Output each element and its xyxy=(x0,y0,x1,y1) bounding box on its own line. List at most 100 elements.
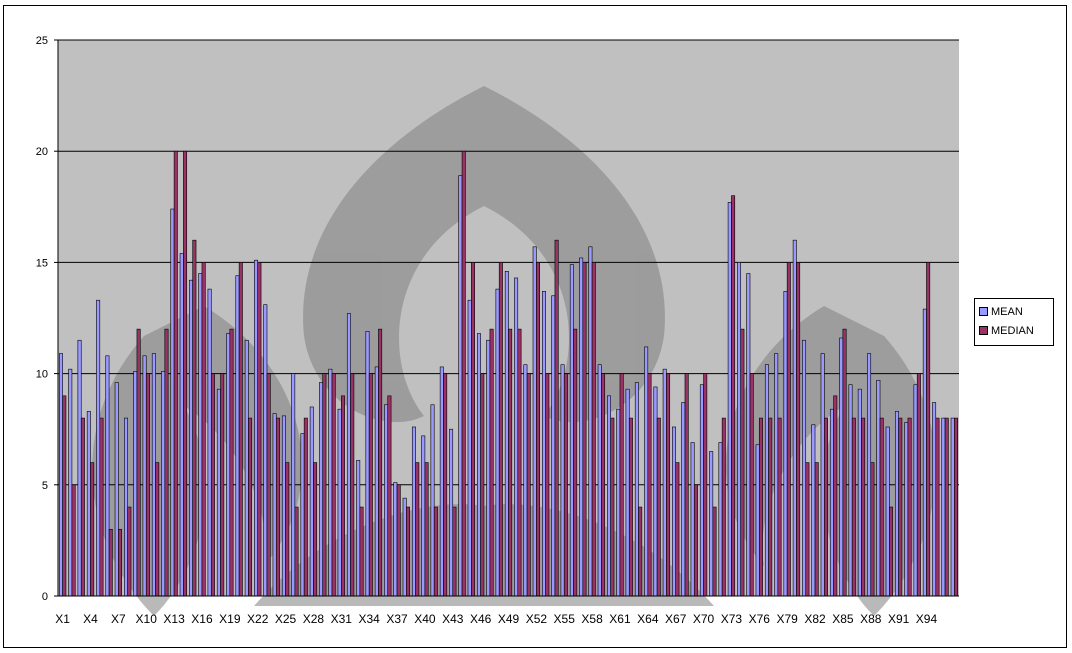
bar-mean-x77 xyxy=(764,364,769,597)
bar-mean-x53 xyxy=(542,291,546,597)
bar-median-x63 xyxy=(638,506,643,597)
bar-mean-x74 xyxy=(737,262,742,597)
bar-median-x26 xyxy=(294,506,299,597)
bar-mean-x29 xyxy=(319,382,324,597)
bar-mean-x22 xyxy=(254,259,259,597)
bar-median-x86 xyxy=(851,417,856,597)
bar-median-x93 xyxy=(916,373,921,597)
bar-mean-x68 xyxy=(681,402,686,597)
bar-mean-x20 xyxy=(235,275,240,597)
bar-median-x10 xyxy=(145,373,150,597)
x-tick-label: X16 xyxy=(191,612,213,626)
bar-mean-x34 xyxy=(365,331,370,597)
bar-mean-x62 xyxy=(625,388,630,597)
bar-mean-x60 xyxy=(607,395,611,597)
bar-median-x43 xyxy=(452,506,457,597)
x-tick-label: X4 xyxy=(83,612,98,626)
bar-median-x21 xyxy=(248,417,253,597)
bar-mean-x23 xyxy=(263,304,268,597)
bar-mean-x12 xyxy=(161,371,166,597)
bar-median-x58 xyxy=(591,262,596,597)
bar-mean-x16 xyxy=(198,273,203,597)
bar-mean-x84 xyxy=(829,408,834,597)
x-tick-label: X46 xyxy=(470,612,492,626)
bar-mean-x59 xyxy=(597,364,602,597)
bar-median-x57 xyxy=(582,262,587,597)
x-tick-label: X34 xyxy=(358,612,380,626)
bar-median-x37 xyxy=(396,484,401,597)
x-tick-label: X82 xyxy=(804,612,826,626)
bar-mean-x94 xyxy=(922,308,927,597)
legend-swatch-median xyxy=(979,326,988,335)
y-tick-label: 0 xyxy=(42,591,48,603)
chart-legend: MEAN MEDIAN xyxy=(974,298,1054,346)
bar-mean-x26 xyxy=(291,373,296,597)
x-tick-label: X43 xyxy=(442,612,464,626)
bar-median-x34 xyxy=(368,373,373,597)
bar-mean-x46 xyxy=(476,333,481,597)
bar-median-x69 xyxy=(693,484,698,597)
bar-mean-x55 xyxy=(560,364,565,597)
x-tick-label: X70 xyxy=(693,612,715,626)
bar-median-x56 xyxy=(573,328,578,597)
bar-mean-x11 xyxy=(151,353,156,597)
x-tick-label: X37 xyxy=(386,612,408,626)
bar-median-x30 xyxy=(331,373,336,597)
x-tick-label: X55 xyxy=(554,612,576,626)
bar-median-x14 xyxy=(183,150,188,597)
bar-median-x12 xyxy=(164,328,169,597)
bar-mean-x43 xyxy=(449,428,454,597)
bar-mean-x42 xyxy=(439,366,444,597)
bar-median-x90 xyxy=(889,506,893,597)
bar-mean-x47 xyxy=(486,339,491,597)
x-tick-label: X76 xyxy=(749,612,771,626)
bar-median-x92 xyxy=(907,417,912,597)
bar-median-x50 xyxy=(517,328,522,597)
bar-mean-x32 xyxy=(346,313,351,597)
bar-mean-x76 xyxy=(755,444,760,597)
bar-median-x6 xyxy=(108,528,113,597)
chart-frame: 0 5 10 15 20 25 X1 X4 X7 X10 X13 X16 X19 X22 X25 X28 X3… xyxy=(3,5,1067,648)
bar-median-x89 xyxy=(879,417,884,597)
x-tick-label: X91 xyxy=(888,612,910,626)
bar-mean-x19 xyxy=(226,333,231,597)
bar-median-x66 xyxy=(666,373,671,597)
bar-mean-x41 xyxy=(430,404,435,597)
bar-median-x96 xyxy=(944,417,949,597)
bar-mean-x7 xyxy=(114,382,119,597)
bar-mean-x4 xyxy=(86,411,91,597)
bar-mean-x73 xyxy=(727,202,732,597)
bar-mean-x89 xyxy=(876,379,881,597)
bar-median-x19 xyxy=(229,328,234,597)
bar-median-x11 xyxy=(155,462,160,597)
bar-mean-x1 xyxy=(58,353,63,597)
bar-median-x32 xyxy=(350,373,355,597)
bar-median-x48 xyxy=(498,262,503,597)
x-tick-label: X85 xyxy=(832,612,854,626)
bar-mean-x40 xyxy=(421,435,426,597)
bar-median-x62 xyxy=(628,417,633,597)
bar-mean-x6 xyxy=(105,355,110,597)
bar-median-x81 xyxy=(805,462,810,597)
bar-mean-x51 xyxy=(523,364,528,597)
bar-mean-x48 xyxy=(495,288,500,597)
bar-median-x9 xyxy=(136,328,141,597)
bar-mean-x72 xyxy=(718,442,723,597)
bar-median-x61 xyxy=(619,373,624,597)
bar-median-x78 xyxy=(777,417,782,597)
x-tick-label: X61 xyxy=(609,612,631,626)
bar-median-x95 xyxy=(935,417,940,597)
bar-mean-x45 xyxy=(467,299,472,597)
bar-mean-x92 xyxy=(904,422,909,597)
bar-mean-x37 xyxy=(393,482,398,597)
bar-mean-x3 xyxy=(77,339,82,597)
bar-mean-x39 xyxy=(411,426,416,597)
bar-mean-x93 xyxy=(913,384,918,597)
bar-mean-x97 xyxy=(950,417,955,597)
bar-median-x5 xyxy=(99,417,104,597)
bar-mean-x63 xyxy=(634,382,639,597)
bar-median-x33 xyxy=(359,506,364,597)
bar-mean-x66 xyxy=(662,368,667,597)
x-tick-label: X73 xyxy=(721,612,743,626)
bar-median-x87 xyxy=(861,417,866,597)
